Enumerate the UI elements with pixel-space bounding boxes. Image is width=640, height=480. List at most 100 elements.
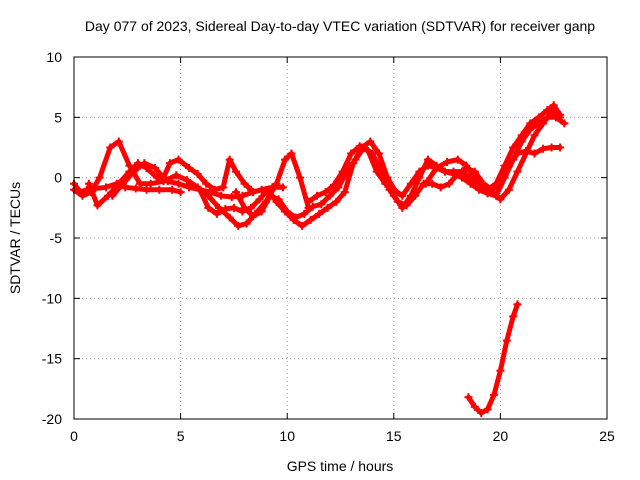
data-point (530, 149, 539, 158)
data-point (304, 197, 313, 206)
data-point (415, 173, 424, 182)
data-point (255, 195, 264, 204)
data-point (421, 179, 430, 188)
data-point (240, 179, 249, 188)
data-point (151, 164, 160, 173)
data-point (242, 219, 251, 228)
data-point (300, 209, 309, 218)
data-point (204, 203, 213, 212)
data-point (278, 183, 287, 192)
data-point (187, 180, 196, 189)
data-point (210, 185, 219, 194)
data-point (547, 143, 556, 152)
data-point (159, 173, 168, 182)
series-line-trace-9 (423, 108, 563, 202)
data-point (445, 179, 454, 188)
data-point (227, 192, 236, 201)
data-point (182, 176, 191, 185)
y-tick-labels: -20 -15 -10 -5 0 5 10 (42, 49, 62, 427)
data-point (246, 185, 255, 194)
data-point (475, 185, 484, 194)
data-point (298, 221, 307, 230)
data-point (306, 215, 315, 224)
data-point (462, 161, 471, 170)
data-point (78, 191, 87, 200)
data-point (539, 144, 548, 153)
data-point (217, 191, 226, 200)
data-point (232, 188, 241, 197)
data-point (106, 143, 115, 152)
data-point (539, 119, 548, 128)
data-point (496, 195, 505, 204)
data-point (453, 155, 462, 164)
y-tick-label: -20 (42, 411, 62, 427)
data-point (313, 191, 322, 200)
y-tick-label: 5 (54, 109, 62, 125)
data-point (136, 179, 145, 188)
data-point (185, 164, 194, 173)
x-tick-label: 20 (493, 428, 509, 444)
data-point (308, 202, 317, 211)
data-point (372, 167, 381, 176)
data-point (526, 125, 535, 134)
data-point (84, 179, 93, 188)
x-tick-label: 10 (279, 428, 295, 444)
data-point (176, 188, 185, 197)
data-point (483, 405, 492, 414)
x-tick-labels: 0 5 10 15 20 25 (70, 428, 615, 444)
data-point (325, 191, 334, 200)
data-point (323, 203, 332, 212)
data-point (560, 119, 569, 128)
data-point (95, 173, 104, 182)
y-tick-label: -5 (50, 230, 63, 246)
data-point (477, 408, 486, 417)
data-point (364, 147, 373, 156)
data-point (146, 179, 155, 188)
data-point (500, 173, 509, 182)
data-point (458, 173, 467, 182)
data-point (315, 209, 324, 218)
data-point (225, 213, 234, 222)
data-point (487, 188, 496, 197)
tick-layer (73, 56, 608, 420)
data-point (108, 191, 117, 200)
data-point (556, 113, 565, 122)
data-point (281, 155, 290, 164)
data-point (249, 212, 258, 221)
data-point (283, 207, 292, 216)
data-point (549, 101, 558, 110)
x-tick-label: 25 (599, 428, 615, 444)
data-point (93, 201, 102, 210)
data-point (234, 221, 243, 230)
data-point (163, 177, 172, 186)
data-point (221, 205, 230, 214)
data-point (406, 191, 415, 200)
data-point (406, 179, 415, 188)
data-point (240, 203, 249, 212)
data-point (212, 209, 221, 218)
data-point (317, 200, 326, 209)
data-point (436, 183, 445, 192)
x-axis-label: GPS time / hours (287, 458, 394, 474)
data-point (268, 183, 277, 192)
data-point (443, 157, 452, 166)
data-point (321, 188, 330, 197)
data-point (232, 167, 241, 176)
data-point (556, 143, 565, 152)
data-point (398, 203, 407, 212)
data-point (423, 155, 432, 164)
data-point (500, 161, 509, 170)
data-point (530, 131, 539, 140)
data-point (496, 366, 505, 375)
data-point (513, 167, 522, 176)
data-point (165, 159, 174, 168)
data-point (330, 180, 339, 189)
data-point (432, 164, 441, 173)
data-point (195, 185, 204, 194)
x-tick-label: 0 (70, 428, 78, 444)
data-point (168, 185, 177, 194)
data-point (470, 402, 479, 411)
series-layer (70, 101, 569, 417)
data-point (389, 191, 398, 200)
data-point (509, 143, 518, 152)
